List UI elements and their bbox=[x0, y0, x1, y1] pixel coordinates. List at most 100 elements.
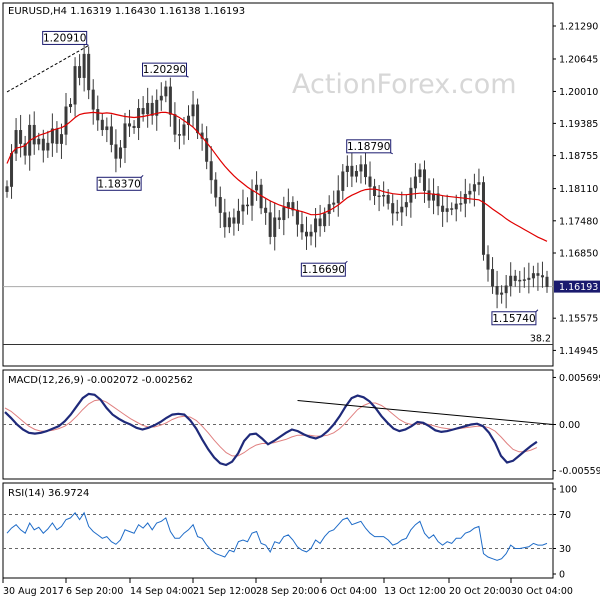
macd-y-tick-label: 0.005699 bbox=[559, 373, 600, 384]
candle-body bbox=[282, 207, 286, 221]
candle-body bbox=[205, 138, 209, 162]
candle-body bbox=[468, 190, 472, 195]
candle-body bbox=[386, 194, 390, 204]
price-callout-label: 1.16690 bbox=[302, 264, 345, 276]
candle-body bbox=[187, 115, 191, 125]
candle-body bbox=[32, 124, 36, 145]
candle-body bbox=[377, 195, 381, 197]
candle-body bbox=[323, 213, 327, 227]
candle-body bbox=[264, 207, 268, 213]
candle-body bbox=[373, 186, 377, 196]
candle-body bbox=[64, 106, 68, 135]
candle-body bbox=[37, 138, 41, 145]
candle-body bbox=[545, 276, 549, 288]
watermark-text: ActionForex.com bbox=[292, 69, 517, 100]
candle-body bbox=[191, 104, 195, 117]
rsi-y-axis: 100 70 30 0 bbox=[553, 485, 577, 581]
candle-body bbox=[159, 95, 163, 101]
candle-body bbox=[459, 203, 463, 205]
candle-body bbox=[300, 224, 304, 233]
price-y-axis: 1.21290 1.20645 1.20010 1.19385 1.18755 1.181… bbox=[553, 22, 600, 357]
macd-trendline bbox=[297, 400, 554, 425]
price-y-tick-label: 1.16850 bbox=[559, 249, 598, 260]
price-callout-pointer bbox=[186, 75, 189, 78]
candle-body bbox=[41, 138, 45, 151]
candle-body bbox=[55, 128, 59, 144]
candle-body bbox=[518, 279, 522, 282]
candle-body bbox=[5, 186, 9, 192]
candle-body bbox=[246, 204, 250, 207]
macd-y-axis: 0.005699 0.00 -0.005591 bbox=[553, 373, 600, 477]
candle-body bbox=[141, 108, 145, 115]
candle-body bbox=[332, 202, 336, 205]
price-trendline bbox=[6, 45, 89, 93]
candle-body bbox=[277, 217, 281, 221]
candle-body bbox=[436, 193, 440, 207]
candle-body bbox=[155, 99, 159, 116]
candle-body bbox=[531, 273, 535, 279]
candle-body bbox=[454, 203, 458, 210]
price-callout-label: 1.18790 bbox=[347, 141, 390, 153]
macd-y-tick-label: -0.005591 bbox=[559, 466, 600, 477]
candle-body bbox=[87, 53, 91, 91]
candle-body bbox=[400, 206, 404, 213]
candle-body bbox=[491, 269, 495, 287]
candle-body bbox=[268, 212, 272, 237]
price-callout-label: 1.20910 bbox=[43, 32, 86, 44]
candle-body bbox=[177, 134, 181, 136]
candle-body bbox=[46, 142, 50, 151]
candle-body bbox=[173, 114, 177, 135]
candle-body bbox=[314, 218, 318, 233]
candle-body bbox=[273, 217, 277, 237]
price-y-tick-label: 1.20010 bbox=[559, 87, 598, 98]
price-callout-pointer bbox=[390, 152, 393, 155]
price-callout-pointer bbox=[344, 260, 348, 264]
candle-body bbox=[128, 123, 132, 127]
candle-body bbox=[450, 208, 454, 210]
price-callout: 1.20910 bbox=[42, 30, 89, 46]
price-callout-pointer bbox=[535, 309, 539, 313]
candle-body bbox=[150, 102, 154, 116]
candle-body bbox=[350, 165, 354, 177]
candle-body bbox=[304, 231, 308, 237]
price-callout-pointer bbox=[140, 174, 144, 178]
price-callout-label: 1.20290 bbox=[143, 64, 186, 76]
candle-body bbox=[168, 86, 172, 115]
candle-body bbox=[481, 182, 485, 255]
candle-body bbox=[255, 184, 259, 191]
price-y-tick-label: 1.17480 bbox=[559, 216, 598, 227]
candle-body bbox=[441, 205, 445, 212]
rsi-y-tick-label: 30 bbox=[559, 544, 571, 555]
candle-body bbox=[427, 190, 431, 201]
candle-body bbox=[422, 169, 426, 191]
x-axis: 30 Aug 2017 6 Sep 20:00 14 Sep 04:00 21 Sep… bbox=[2, 578, 573, 597]
candle-body bbox=[14, 130, 18, 154]
x-tick-label: 20 Oct 20:00 bbox=[449, 586, 511, 597]
price-callout-box bbox=[142, 62, 188, 77]
x-tick-label: 30 Oct 04:00 bbox=[511, 586, 573, 597]
price-callout-label: 1.18370 bbox=[97, 178, 140, 190]
fib-level-label: 38.2 bbox=[530, 334, 551, 345]
candle-body bbox=[10, 153, 14, 187]
rsi-marks bbox=[3, 511, 553, 561]
candle-body bbox=[218, 197, 222, 213]
price-callout: 1.15740 bbox=[491, 309, 539, 326]
candle-body bbox=[241, 204, 245, 212]
candle-body bbox=[395, 211, 399, 214]
candle-body bbox=[59, 134, 63, 144]
candle-body bbox=[209, 161, 213, 181]
candle-body bbox=[227, 217, 231, 228]
candle-body bbox=[82, 53, 86, 78]
candle-body bbox=[105, 126, 109, 131]
candle-body bbox=[472, 184, 476, 192]
candle-body bbox=[509, 275, 513, 286]
candle-body bbox=[382, 194, 386, 197]
price-callout-box bbox=[491, 311, 537, 326]
candle-body bbox=[146, 102, 150, 115]
candle-body bbox=[345, 165, 349, 172]
candle-body bbox=[486, 254, 490, 270]
candle-body bbox=[137, 108, 141, 128]
macd-line bbox=[4, 392, 538, 467]
price-panel-frame bbox=[2, 2, 554, 367]
candle-body bbox=[96, 109, 100, 121]
